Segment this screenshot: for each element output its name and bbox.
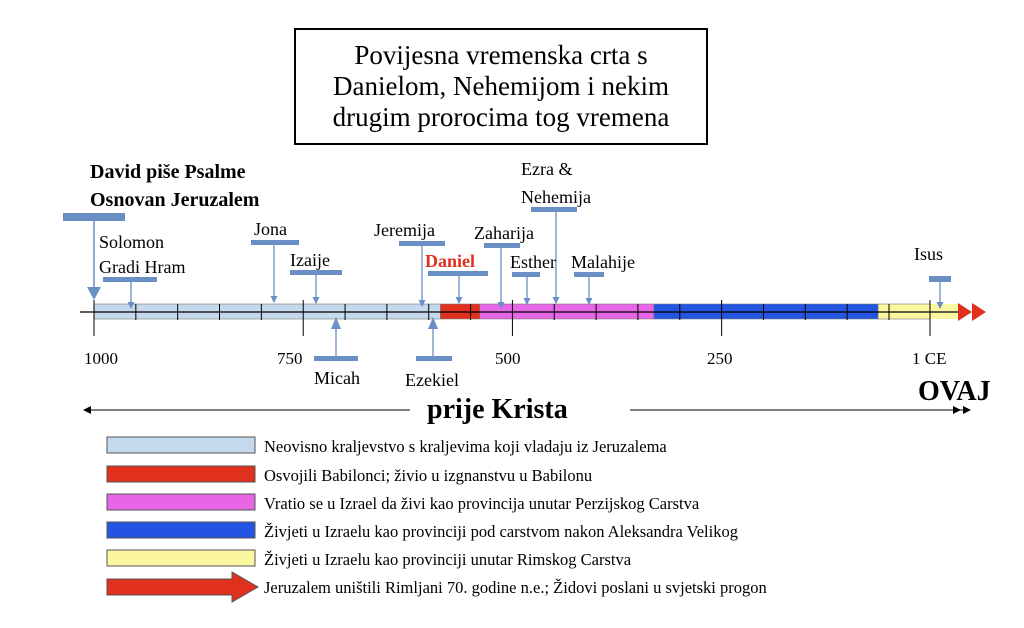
title-line-3: drugim prorocima tog vremena (332, 102, 670, 132)
event-solomon-line1: Solomon (99, 232, 164, 252)
event-ezekiel: Ezekiel (405, 370, 459, 390)
end-arrow (958, 303, 972, 321)
legend-swatch-babylon (106, 465, 256, 483)
legend-label-kingdom: Neovisno kraljevstvo s kraljevima koji v… (264, 437, 667, 456)
marker-arrow-ezekiel (428, 317, 438, 329)
legend-label-rome: Živjeti u Izraelu kao provinciji unutar … (264, 550, 632, 569)
era-before-label: prije Krista (427, 394, 568, 425)
marker-bar-ezra (531, 207, 577, 212)
event-solomon-line2: Gradi Hram (99, 257, 185, 277)
event-isus: Isus (914, 244, 943, 264)
event-jona: Jona (254, 219, 287, 239)
legend-swatch-persia (106, 493, 256, 511)
tick-label-750: 750 (277, 349, 303, 368)
marker-bar-ezekiel (416, 356, 452, 361)
marker-bar-jeremija (399, 241, 445, 246)
tick-label-1ce: 1 CE (912, 349, 946, 368)
title-line-1: Povijesna vremenska crta s (354, 40, 648, 70)
event-daniel: Daniel (425, 251, 475, 271)
marker-arrow-david (87, 287, 101, 300)
legend-label-greece: Živjeti u Izraelu kao provinciji pod car… (264, 522, 738, 541)
legend-swatch-destruction-arrow (106, 571, 260, 603)
legend-label-persia: Vratio se u Izrael da živi kao provincij… (264, 494, 700, 513)
legend-swatch-kingdom (106, 436, 256, 454)
marker-bar-isus (929, 276, 951, 282)
tick-label-500: 500 (495, 349, 521, 368)
marker-bar-solomon (103, 277, 157, 282)
marker-bar-malahije (574, 272, 604, 277)
title-box: Povijesna vremenska crta s Danielom, Neh… (294, 28, 708, 145)
event-ezra-line2: Nehemija (521, 187, 591, 207)
event-zaharija: Zaharija (474, 223, 534, 243)
tick-label-250: 250 (707, 349, 733, 368)
marker-bar-david (63, 213, 125, 221)
header-event-psalms: David piše Psalme (90, 161, 246, 183)
marker-bar-daniel (428, 271, 488, 276)
event-izaije: Izaije (290, 250, 330, 270)
axis-ticks (93, 300, 931, 336)
event-malahije: Malahije (571, 252, 635, 272)
legend-label-babylon: Osvojili Babilonci; živio u izgnanstvu u… (264, 466, 592, 485)
legend-swatch-rome (106, 549, 256, 567)
marker-bar-jona (251, 240, 299, 245)
marker-bar-izaije (290, 270, 342, 275)
marker-bar-zaharija (484, 243, 520, 248)
legend-swatch-greece (106, 521, 256, 539)
marker-arrow-micah (331, 317, 341, 329)
event-ezra-line1: Ezra & (521, 159, 572, 179)
era-after-label: OVAJ (918, 376, 991, 407)
title-line-2: Danielom, Nehemijom i nekim (333, 71, 669, 101)
event-esther: Esther (510, 252, 556, 272)
end-arrow-tip (972, 303, 986, 321)
header-event-jerusalem: Osnovan Jeruzalem (90, 189, 260, 211)
marker-bar-micah (314, 356, 358, 361)
marker-bar-esther (512, 272, 540, 277)
legend: Neovisno kraljevstvo s kraljevima koji v… (106, 436, 767, 603)
tick-label-1000: 1000 (84, 349, 118, 368)
legend-label-destruction: Jeruzalem uništili Rimljani 70. godine n… (264, 578, 767, 597)
event-micah: Micah (314, 368, 360, 388)
event-jeremija: Jeremija (374, 220, 435, 240)
